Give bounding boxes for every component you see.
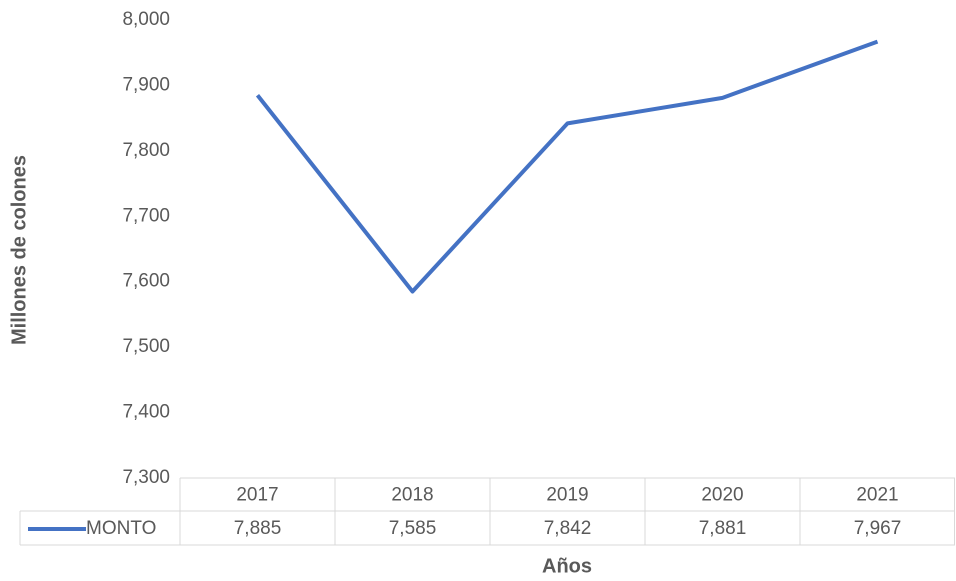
table-value: 7,881 (699, 518, 747, 539)
line (255, 39, 879, 294)
legend-label: MONTO (86, 518, 156, 539)
table-value: 7,885 (234, 518, 282, 539)
x-axis-title: Años (542, 555, 592, 577)
x-tick-label: 2019 (546, 485, 588, 506)
y-tick-label: 7,700 (122, 205, 170, 226)
y-tick-label: 7,600 (122, 271, 170, 292)
table-value: 7,585 (389, 518, 437, 539)
y-tick-label: 7,500 (122, 336, 170, 357)
x-tick-label: 2021 (856, 485, 898, 506)
y-tick-label: 7,900 (122, 74, 170, 95)
table-value: 7,967 (854, 518, 902, 539)
y-tick-label: 8,000 (122, 9, 170, 30)
x-tick-label: 2020 (701, 485, 743, 506)
table-value: 7,842 (544, 518, 592, 539)
x-tick-label: 2017 (236, 485, 278, 506)
y-tick-label: 7,300 (122, 467, 170, 488)
y-axis-title: Millones de colones (8, 155, 30, 345)
x-tick-label: 2018 (391, 485, 433, 506)
y-tick-label: 7,400 (122, 402, 170, 423)
y-tick-label: 7,800 (122, 140, 170, 161)
